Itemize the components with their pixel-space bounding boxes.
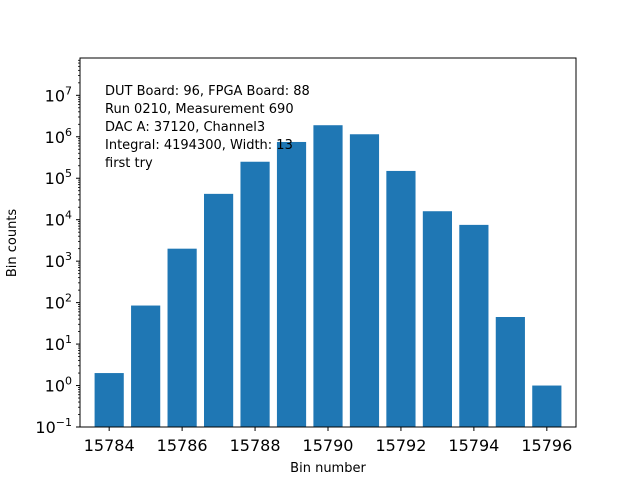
y-tick-label: 106 [45, 126, 72, 147]
bar [459, 224, 489, 427]
x-tick-label: 15792 [375, 436, 426, 455]
annotation-line: first try [105, 156, 153, 171]
annotation-line: Integral: 4194300, Width: 13 [105, 138, 293, 153]
x-tick-label: 15788 [230, 436, 281, 455]
bar [386, 170, 416, 427]
y-axis-ticks: 10−1 100 101 102 103 104 105 106 107 [35, 59, 80, 437]
y-tick-label: 100 [45, 375, 72, 396]
y-tick-label: 105 [45, 167, 72, 188]
y-tick-label: 107 [45, 84, 72, 105]
y-axis-label: Bin counts [5, 209, 20, 278]
bar [240, 161, 270, 428]
bar [313, 125, 343, 427]
bar [349, 134, 380, 427]
bar [495, 317, 525, 427]
annotation-line: Run 0210, Measurement 690 [105, 102, 294, 117]
x-axis-label: Bin number [290, 461, 366, 476]
x-tick-label: 15786 [157, 436, 208, 455]
bar [276, 141, 307, 427]
y-tick-label: 101 [45, 333, 72, 354]
bar [94, 373, 124, 427]
y-tick-label: 10−1 [35, 416, 72, 437]
bar [131, 305, 161, 427]
annotation-line: DAC A: 37120, Channel3 [105, 120, 265, 135]
x-tick-label: 15784 [84, 436, 135, 455]
x-tick-label: 15790 [303, 436, 354, 455]
bars-group [94, 125, 562, 428]
x-axis-ticks: 15784 15786 15788 15790 15792 15794 15796 [84, 427, 572, 455]
annotation-block: DUT Board: 96, FPGA Board: 88 Run 0210, … [105, 84, 310, 171]
bar [167, 248, 197, 427]
y-tick-label: 102 [45, 292, 72, 313]
bar [422, 211, 452, 427]
x-tick-label: 15794 [448, 436, 499, 455]
annotation-line: DUT Board: 96, FPGA Board: 88 [105, 84, 310, 99]
bar [204, 193, 234, 427]
bar [532, 385, 562, 427]
x-tick-label: 15796 [521, 436, 572, 455]
y-tick-label: 104 [45, 209, 72, 230]
y-tick-label: 103 [45, 250, 72, 271]
